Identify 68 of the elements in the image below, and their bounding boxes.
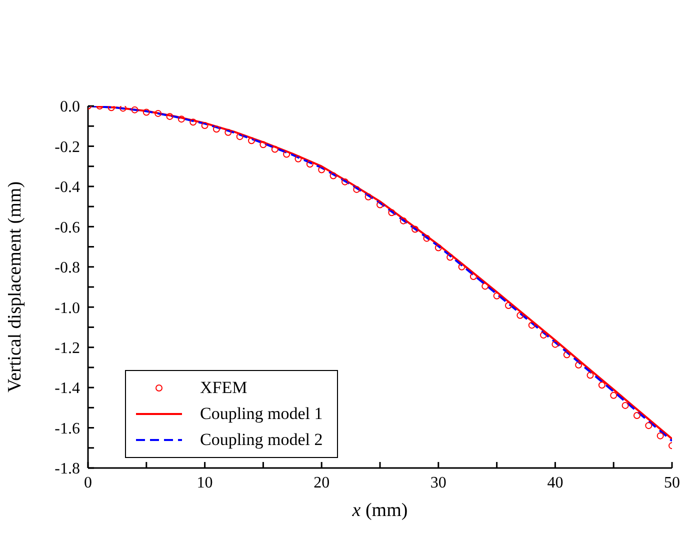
- point: [166, 112, 174, 120]
- point: [142, 108, 150, 116]
- point: [516, 312, 524, 319]
- point: [622, 402, 629, 409]
- x-tick-label: 30: [430, 474, 446, 492]
- point: [400, 217, 407, 224]
- y-tick-label: -1.0: [54, 300, 80, 317]
- y-tick-label: -1.2: [54, 340, 80, 358]
- y-tick-label: -0.2: [54, 138, 80, 156]
- point: [224, 128, 232, 136]
- y-tick-label: -0.4: [54, 179, 80, 196]
- point: [470, 273, 477, 280]
- y-tick-label: -1.8: [54, 460, 80, 478]
- point: [353, 186, 360, 193]
- point: [341, 178, 348, 186]
- point: [283, 150, 290, 158]
- point: [493, 292, 500, 300]
- x-tick-label: 20: [314, 474, 330, 492]
- legend-label: Coupling model 2: [200, 430, 323, 450]
- x-tick-label: 40: [547, 474, 564, 492]
- point: [330, 172, 337, 180]
- point: [248, 137, 256, 144]
- legend-label: Coupling model 1: [200, 404, 323, 424]
- point: [364, 193, 372, 200]
- point: [633, 412, 640, 420]
- point: [260, 141, 267, 148]
- legend-label: XFEM: [200, 378, 248, 398]
- point: [108, 106, 115, 112]
- point: [318, 166, 326, 174]
- y-tick-label: -0.8: [54, 260, 80, 277]
- point: [376, 201, 384, 208]
- point: [388, 209, 396, 216]
- point: [434, 244, 442, 252]
- point: [645, 422, 652, 430]
- point: [412, 226, 419, 233]
- y-tick-label: -1.4: [54, 380, 80, 398]
- point: [154, 110, 162, 117]
- x-tick-label: 50: [664, 474, 680, 492]
- point: [504, 302, 512, 309]
- point: [294, 155, 302, 162]
- point: [201, 122, 208, 130]
- x-axis-title: x (mm): [351, 500, 408, 521]
- point: [423, 234, 430, 242]
- point: [212, 126, 220, 133]
- y-tick-label: 0.0: [60, 98, 80, 116]
- point: [586, 372, 594, 379]
- point: [598, 382, 606, 389]
- point: [271, 146, 278, 153]
- point: [656, 432, 664, 440]
- point: [482, 282, 489, 290]
- point: [190, 118, 197, 126]
- x-tick-label: 0: [84, 474, 92, 492]
- point: [458, 263, 466, 270]
- point: [131, 106, 138, 114]
- x-tick-label: 10: [196, 474, 213, 492]
- y-tick-label: -1.6: [54, 420, 80, 438]
- point: [552, 340, 559, 348]
- point: [540, 332, 548, 339]
- point: [528, 322, 536, 329]
- point: [236, 133, 244, 140]
- point: [446, 254, 454, 261]
- point: [610, 392, 618, 399]
- point: [120, 106, 127, 112]
- point: [563, 351, 570, 358]
- y-tick-label: -0.6: [54, 219, 80, 236]
- point: [575, 362, 582, 369]
- point: [178, 116, 185, 123]
- point: [306, 160, 314, 168]
